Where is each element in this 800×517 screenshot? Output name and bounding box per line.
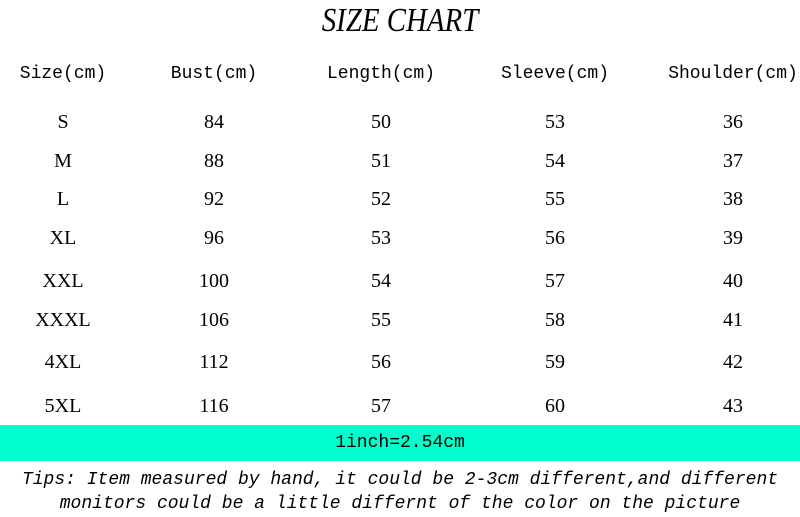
table-cell: 92 [204, 188, 224, 210]
table-cell: 58 [545, 309, 565, 331]
table-cell: 57 [371, 395, 391, 417]
table-cell: 38 [723, 188, 743, 210]
column-header: Bust(cm) [170, 64, 258, 84]
table-cell: 51 [371, 150, 391, 172]
table-cell: 41 [723, 309, 743, 331]
table-cell: 57 [545, 270, 565, 292]
table-cell: 54 [545, 150, 565, 172]
size-label: XXL [42, 270, 84, 292]
table-cell: 43 [723, 395, 743, 417]
table-cell: 59 [545, 351, 565, 373]
size-label: XL [49, 227, 77, 249]
table-cell: 54 [371, 270, 391, 292]
table-cell: 37 [723, 150, 743, 172]
table-cell: 39 [723, 227, 743, 249]
table-cell: 60 [545, 395, 565, 417]
table-cell: 56 [545, 227, 565, 249]
table-cell: 42 [723, 351, 743, 373]
table-cell: 50 [371, 111, 391, 133]
table-cell: 40 [723, 270, 743, 292]
table-cell: 52 [371, 188, 391, 210]
column-header: Shoulder(cm) [668, 64, 798, 84]
table-cell: 116 [199, 395, 229, 417]
column-header: Length(cm) [326, 64, 436, 84]
table-cell: 84 [204, 111, 224, 133]
table-cell: 96 [204, 227, 224, 249]
table-cell: 100 [199, 270, 229, 292]
table-cell: 56 [371, 351, 391, 373]
table-cell: 106 [199, 309, 229, 331]
size-label: 5XL [44, 395, 82, 417]
size-label: S [57, 111, 69, 133]
page-title: SIZE CHART [321, 2, 479, 39]
conversion-note: 1inch=2.54cm [335, 433, 465, 453]
size-label: L [56, 188, 70, 210]
tips-line-1: Tips: Item measured by hand, it could be… [21, 470, 779, 490]
table-cell: 88 [204, 150, 224, 172]
tips-line-2: monitors could be a little differnt of t… [59, 494, 741, 514]
table-cell: 55 [545, 188, 565, 210]
column-header: Sleeve(cm) [500, 64, 610, 84]
size-label: 4XL [44, 351, 82, 373]
table-cell: 112 [199, 351, 229, 373]
table-cell: 36 [723, 111, 743, 133]
table-cell: 53 [545, 111, 565, 133]
size-label: M [54, 150, 72, 172]
size-label: XXXL [35, 309, 91, 331]
table-cell: 53 [371, 227, 391, 249]
column-header: Size(cm) [19, 64, 107, 84]
table-cell: 55 [371, 309, 391, 331]
conversion-band: 1inch=2.54cm [0, 425, 800, 461]
